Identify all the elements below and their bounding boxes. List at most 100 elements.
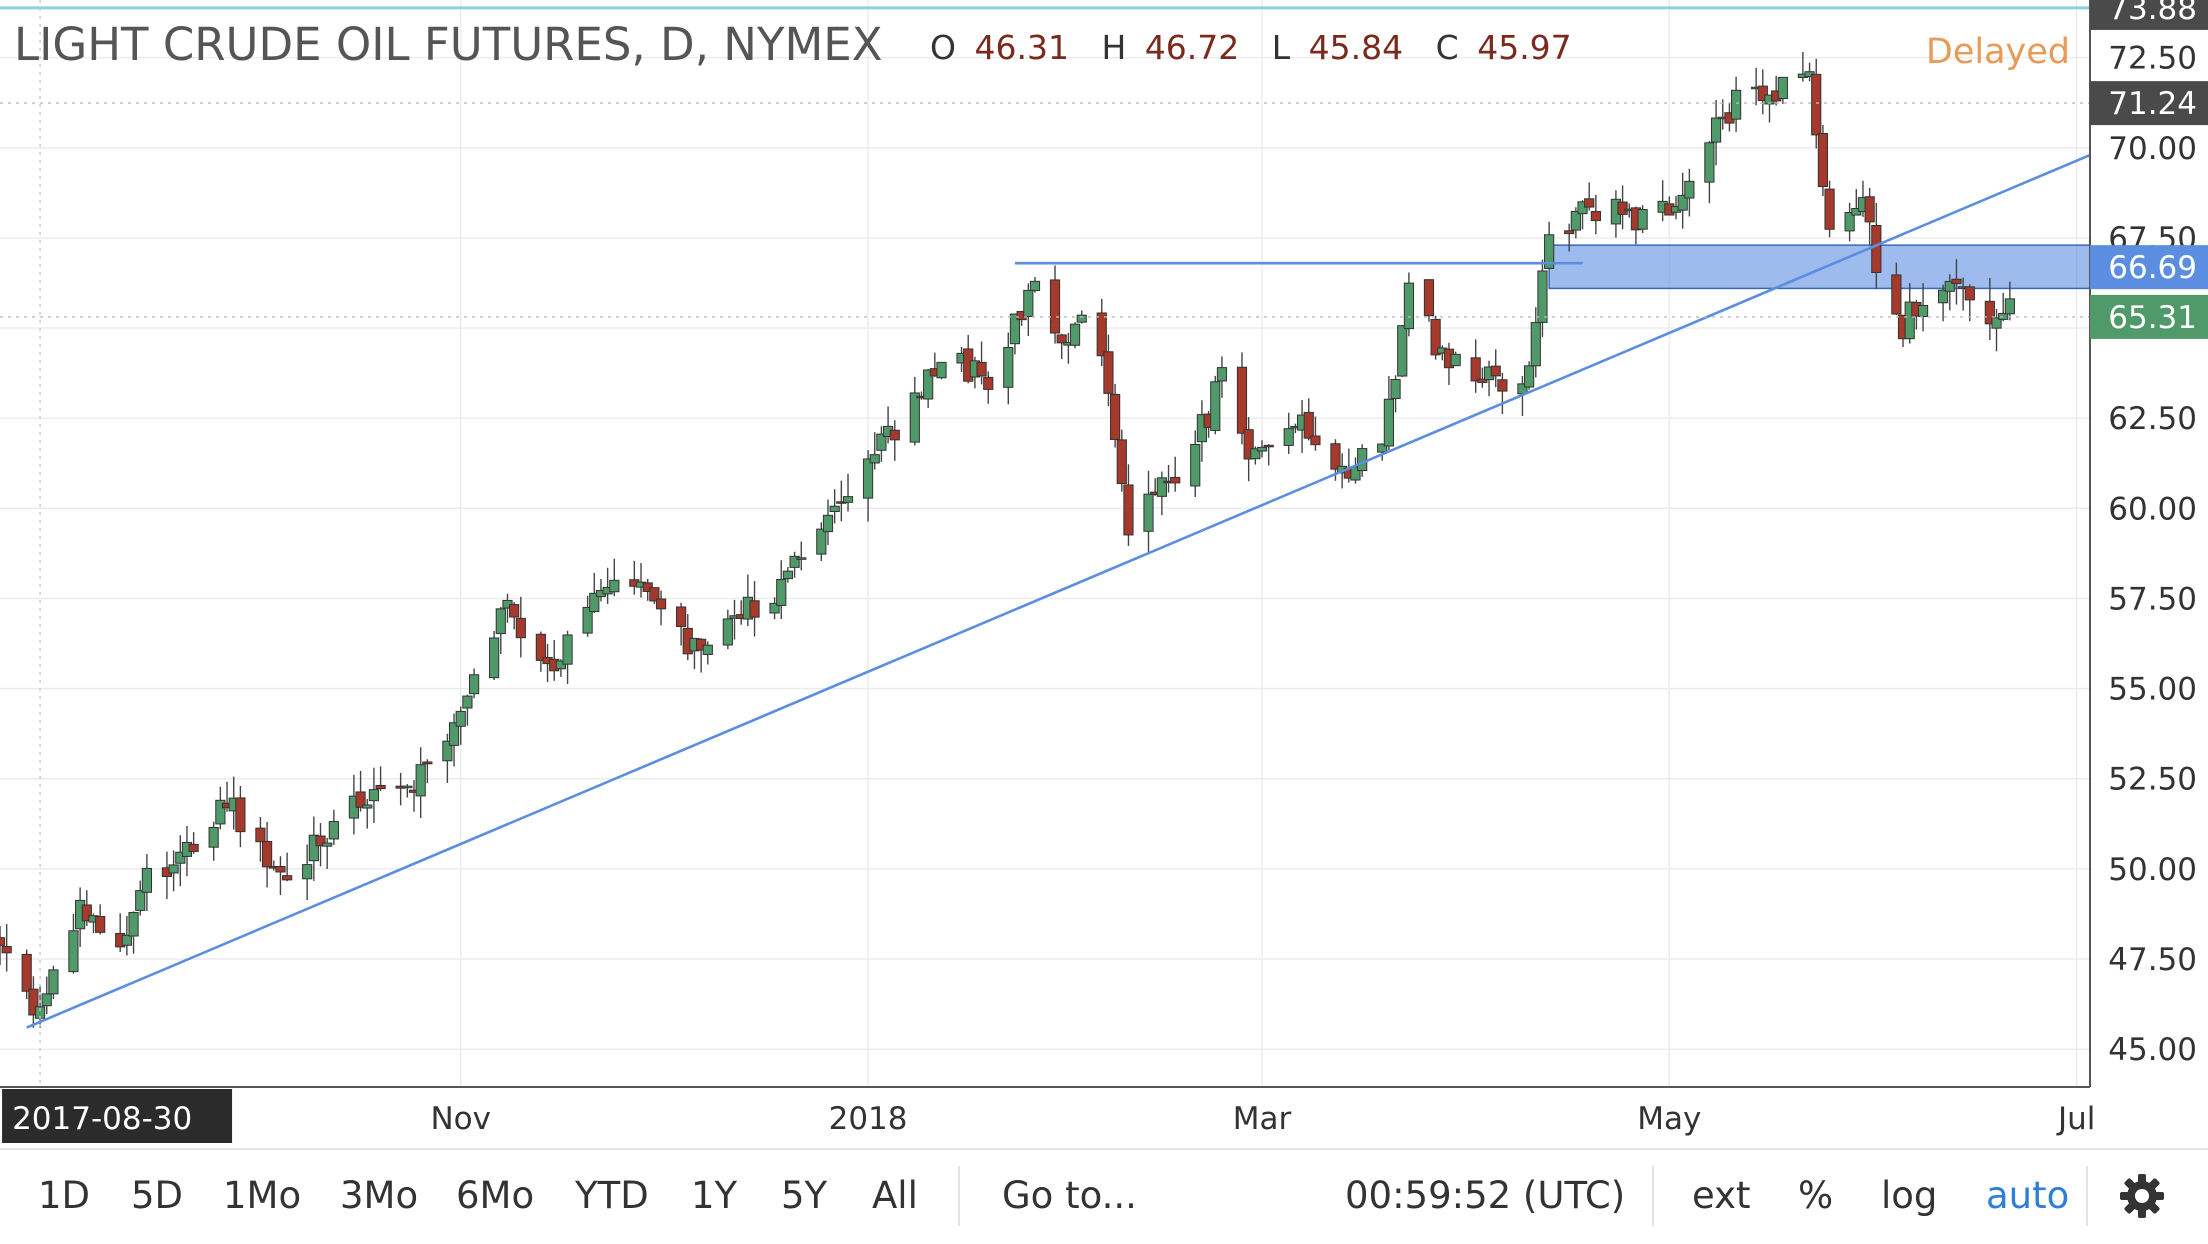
candle-body — [415, 764, 426, 797]
candle — [1110, 383, 1121, 448]
candle-body — [936, 361, 947, 379]
candle — [1049, 265, 1061, 344]
log-scale-toggle[interactable]: log — [1881, 1174, 1938, 1217]
candle — [822, 499, 834, 546]
grid-lines — [0, 0, 2090, 1087]
candle-body — [1076, 314, 1087, 323]
candle — [1310, 416, 1321, 451]
range-button-5d[interactable]: 5D — [131, 1174, 184, 1217]
extended-hours-toggle[interactable]: ext — [1692, 1174, 1751, 1217]
candle — [168, 850, 179, 892]
y-tick-label: 45.00 — [2108, 1032, 2197, 1068]
candle-body — [1731, 89, 1742, 120]
candle — [1156, 471, 1167, 516]
candle-body — [1891, 274, 1902, 315]
candle-body — [235, 797, 246, 833]
candle-body — [1250, 448, 1261, 460]
candle-body — [796, 557, 807, 560]
candle — [1196, 400, 1208, 462]
range-button-3mo[interactable]: 3Mo — [340, 1174, 419, 1217]
candle-body — [1917, 304, 1929, 317]
range-button-ytd[interactable]: YTD — [575, 1174, 649, 1217]
candle — [936, 361, 947, 380]
candle — [1303, 398, 1314, 441]
candle-body — [1430, 318, 1441, 356]
crosshair-date-label: 2017-08-30 — [12, 1101, 192, 1137]
candle-body — [1777, 76, 1788, 100]
candle — [582, 595, 593, 637]
price-tag-bg — [2090, 0, 2208, 30]
candle-body — [776, 579, 787, 606]
candle — [1731, 76, 1742, 132]
price-chart[interactable]: 45.00 47.50 50.00 52.50 55.00 57.50 60.00 62.50… — [0, 0, 2208, 1148]
go-to-date-button[interactable]: Go to... — [1002, 1174, 1137, 1217]
range-button-all[interactable]: All — [872, 1174, 918, 1217]
candle-body — [1710, 117, 1722, 143]
candle-body — [822, 514, 834, 533]
zone-layer — [1548, 244, 2091, 290]
percent-scale-toggle[interactable]: % — [1798, 1174, 1834, 1217]
candle — [1403, 272, 1415, 337]
x-tick-label: Nov — [430, 1101, 491, 1137]
candle-body — [315, 835, 326, 847]
range-button-6mo[interactable]: 6Mo — [456, 1174, 535, 1217]
candle-body — [368, 789, 380, 802]
toolbar-divider — [958, 1166, 960, 1226]
candle — [1844, 203, 1855, 242]
candle — [702, 641, 713, 665]
candle — [562, 630, 573, 684]
candle-body — [1069, 323, 1081, 346]
candle-body — [869, 454, 880, 464]
candle-body — [769, 602, 780, 614]
candle — [776, 560, 787, 620]
axes: 45.00 47.50 50.00 52.50 55.00 57.50 60.00 62.50… — [0, 0, 2197, 1143]
candle — [1524, 361, 1535, 390]
candle — [128, 911, 139, 954]
price-label-layer: 73.88 71.24 66.69 65.31 — [2090, 0, 2208, 339]
candle-body — [468, 674, 480, 695]
range-button-5y[interactable]: 5Y — [781, 1174, 828, 1217]
candle-body — [402, 785, 413, 789]
candle-body — [696, 638, 707, 651]
candle-body — [1196, 414, 1208, 443]
price-tag-bg — [2090, 81, 2208, 126]
candle-body — [489, 637, 500, 679]
candle-body — [1263, 444, 1274, 448]
candle-body — [983, 376, 994, 390]
candle-body — [1590, 210, 1601, 222]
ohlc-close-label: C — [1436, 28, 1459, 67]
candle — [115, 913, 126, 952]
candle-body — [1243, 429, 1254, 460]
candle — [1477, 367, 1488, 388]
candle-body — [649, 587, 660, 602]
candle-body — [362, 804, 373, 809]
candle — [649, 587, 660, 604]
candle-body — [275, 866, 286, 873]
auto-scale-toggle[interactable]: auto — [1986, 1174, 2070, 1217]
candle — [1003, 332, 1014, 405]
range-button-1mo[interactable]: 1Mo — [223, 1174, 302, 1217]
range-button-1y[interactable]: 1Y — [691, 1174, 738, 1217]
candle-body — [1116, 439, 1127, 484]
gear-icon[interactable] — [2118, 1172, 2166, 1220]
price-tag-label: 66.69 — [2108, 250, 2197, 286]
candle — [375, 766, 386, 791]
candle-body — [1864, 196, 1875, 223]
candle-body — [1056, 334, 1067, 344]
candle-body — [1283, 428, 1294, 446]
utc-clock[interactable]: 00:59:52 (UTC) — [1345, 1174, 1626, 1217]
candle — [161, 851, 173, 900]
candle-body — [495, 608, 506, 635]
candle-body — [328, 821, 339, 840]
candle — [1530, 307, 1541, 378]
candle-body — [1704, 142, 1715, 183]
candle — [1450, 351, 1461, 367]
candle — [442, 733, 453, 783]
candle-body — [1423, 279, 1435, 317]
ohlc-close-value: 45.97 — [1477, 28, 1571, 67]
candle — [742, 574, 753, 626]
candle — [255, 816, 266, 862]
range-button-1d[interactable]: 1D — [38, 1174, 91, 1217]
candle-body — [1216, 367, 1228, 382]
candle-body — [1577, 201, 1588, 215]
